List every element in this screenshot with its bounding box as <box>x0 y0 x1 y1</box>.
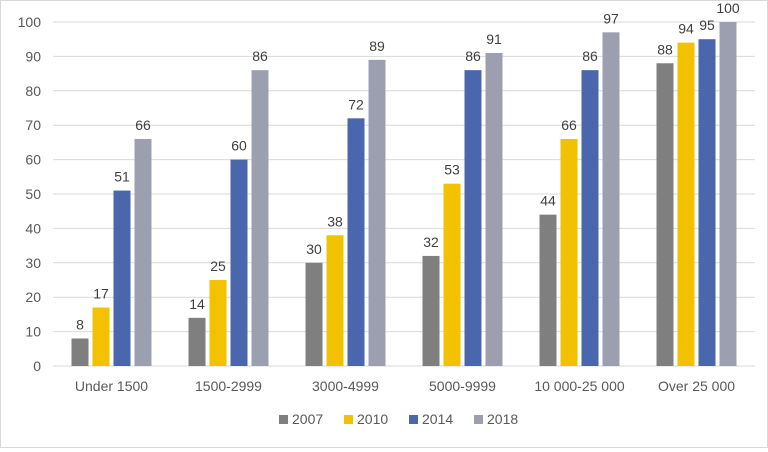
x-tick-label: 3000-4999 <box>312 378 379 394</box>
data-label: 38 <box>327 213 343 229</box>
data-label: 51 <box>114 169 130 185</box>
data-label: 95 <box>699 17 715 33</box>
bar-2014 <box>698 39 716 366</box>
y-tick-label: 60 <box>25 152 41 168</box>
bar-2007 <box>305 262 323 366</box>
data-label: 89 <box>369 38 385 54</box>
data-label: 94 <box>678 21 694 37</box>
bar-2014 <box>347 118 365 366</box>
x-tick-label: 1500-2999 <box>195 378 262 394</box>
data-label: 44 <box>540 193 556 209</box>
y-tick-label: 50 <box>25 186 41 202</box>
bar-2007 <box>422 255 440 366</box>
bar-2018 <box>485 52 503 367</box>
data-label: 97 <box>603 10 619 26</box>
data-label: 86 <box>582 48 598 64</box>
data-label: 17 <box>93 286 109 302</box>
data-label: 86 <box>252 48 268 64</box>
bar-2007 <box>656 63 674 366</box>
y-tick-label: 30 <box>25 255 41 271</box>
legend-swatch-2014 <box>409 415 418 424</box>
y-tick-label: 20 <box>25 289 41 305</box>
data-label: 14 <box>189 296 205 312</box>
data-label: 66 <box>561 117 577 133</box>
legend-swatch-2018 <box>474 415 483 424</box>
y-tick-label: 80 <box>25 83 41 99</box>
data-label: 32 <box>423 234 439 250</box>
legend-label-2007: 2007 <box>292 411 323 427</box>
data-label: 53 <box>444 162 460 178</box>
bar-2018 <box>251 70 269 366</box>
bar-2010 <box>92 307 110 366</box>
data-label: 30 <box>306 241 322 257</box>
data-labels: 8 17 51 66 14 25 60 86 30 38 72 89 32 53 86 91 44 66 86 97 8… <box>76 0 740 332</box>
x-tick-label: 5000-9999 <box>429 378 496 394</box>
legend-swatch-2010 <box>344 415 353 424</box>
bar-2010 <box>326 235 344 366</box>
data-label: 100 <box>716 1 740 16</box>
data-label: 86 <box>465 48 481 64</box>
bar-2014 <box>464 70 482 366</box>
x-axis-tick-labels: Under 1500 1500-2999 3000-4999 5000-9999 10 … <box>75 378 735 394</box>
y-tick-label: 10 <box>25 324 41 340</box>
legend: 2007 2010 2014 2018 <box>279 411 518 427</box>
legend-label-2018: 2018 <box>487 411 518 427</box>
bar-2014 <box>581 70 599 366</box>
y-tick-label: 90 <box>25 48 41 64</box>
bar-2018 <box>368 59 386 367</box>
y-tick-label: 40 <box>25 220 41 236</box>
bar-2010 <box>677 42 695 366</box>
x-tick-label: Under 1500 <box>75 378 148 394</box>
y-tick-label: 70 <box>25 117 41 133</box>
x-tick-label: Over 25 000 <box>658 378 735 394</box>
data-label: 91 <box>486 31 502 47</box>
bars <box>71 22 737 367</box>
bar-2018 <box>134 138 152 366</box>
y-axis-tick-labels: 0 10 20 30 40 50 60 70 80 90 100 <box>18 14 42 374</box>
bar-2010 <box>560 138 578 366</box>
legend-label-2010: 2010 <box>357 411 388 427</box>
bar-2014 <box>113 190 131 366</box>
legend-swatch-2007 <box>279 415 288 424</box>
bar-2018 <box>719 22 737 366</box>
bar-2014 <box>230 159 248 366</box>
data-label: 8 <box>76 316 84 332</box>
legend-label-2014: 2014 <box>422 411 453 427</box>
data-label: 66 <box>135 117 151 133</box>
bar-2007 <box>188 317 206 366</box>
bar-2010 <box>209 280 227 366</box>
bar-2007 <box>539 214 557 366</box>
y-tick-label: 100 <box>18 14 42 30</box>
bar-2007 <box>71 338 89 366</box>
y-tick-label: 0 <box>33 358 41 374</box>
x-tick-label: 10 000-25 000 <box>534 378 625 394</box>
gridlines <box>53 21 755 367</box>
data-label: 25 <box>210 258 226 274</box>
data-label: 60 <box>231 138 247 154</box>
data-label: 72 <box>348 96 364 112</box>
bar-2010 <box>443 183 461 366</box>
bar-2018 <box>602 32 620 366</box>
data-label: 88 <box>657 41 673 57</box>
